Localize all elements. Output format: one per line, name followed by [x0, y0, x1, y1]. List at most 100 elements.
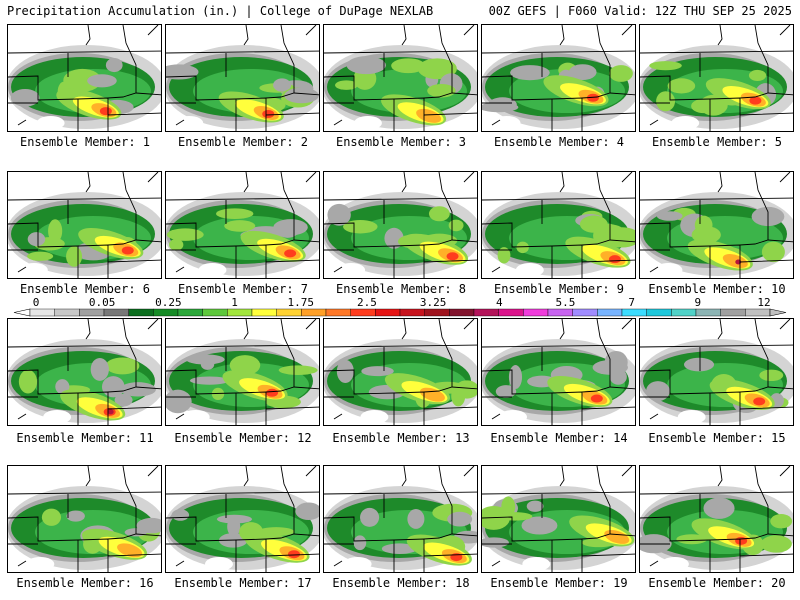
legend-color-bin: [695, 308, 721, 317]
ensemble-member-label: Ensemble Member: 12: [174, 431, 312, 445]
legend-color-bin: [128, 308, 154, 317]
legend-color-bin: [473, 308, 499, 317]
legend-tick-label: 4: [496, 296, 503, 309]
legend-color-bin: [276, 308, 302, 317]
legend-color-bin: [202, 308, 228, 317]
precip-map: [482, 466, 635, 572]
ensemble-member-label: Ensemble Member: 7: [177, 282, 309, 296]
legend-color-bin: [79, 308, 105, 317]
legend-tick-label: 0.05: [89, 296, 116, 309]
ensemble-member-label: Ensemble Member: 19: [490, 576, 628, 590]
precip-map: [640, 319, 793, 425]
precip-map: [482, 319, 635, 425]
precip-map: [324, 25, 477, 131]
ensemble-member-label: Ensemble Member: 1: [19, 135, 151, 149]
member-map-panel: [323, 465, 478, 573]
legend-color-bin: [720, 308, 746, 317]
legend-tick-label: 2.5: [357, 296, 377, 309]
legend-color-bin: [745, 308, 771, 317]
legend-color-bin: [424, 308, 450, 317]
legend-color-bin: [449, 308, 475, 317]
member-map-panel: [165, 318, 320, 426]
run-valid-time: 00Z GEFS | F060 Valid: 12Z THU SEP 25 20…: [488, 4, 792, 18]
legend-tick-label: 0.25: [155, 296, 182, 309]
precip-map: [482, 25, 635, 131]
member-map-panel: [7, 171, 162, 279]
ensemble-member-label: Ensemble Member: 2: [177, 135, 309, 149]
member-map-panel: [481, 465, 636, 573]
color-legend: 0 0.05 0.25 1 1.75 2.5 3.25 4 5.5 7 9 12: [13, 296, 787, 317]
member-map-panel: [481, 171, 636, 279]
precip-map: [482, 172, 635, 278]
ensemble-member-label: Ensemble Member: 17: [174, 576, 312, 590]
legend-tick-label: 3.25: [420, 296, 447, 309]
legend-left-arrow: [13, 308, 31, 317]
legend-color-bin: [177, 308, 203, 317]
ensemble-member-label: Ensemble Member: 3: [335, 135, 467, 149]
legend-color-bin: [103, 308, 129, 317]
legend-color-bin: [621, 308, 647, 317]
legend-color-bin: [498, 308, 524, 317]
member-map-panel: [165, 24, 320, 132]
legend-tick-label: 9: [695, 296, 702, 309]
precip-map: [8, 25, 161, 131]
precip-map: [324, 172, 477, 278]
precip-map: [324, 466, 477, 572]
precip-map: [8, 172, 161, 278]
ensemble-member-label: Ensemble Member: 13: [332, 431, 470, 445]
ensemble-member-label: Ensemble Member: 16: [16, 576, 154, 590]
legend-color-bin: [54, 308, 80, 317]
legend-tick-label: 0: [33, 296, 40, 309]
legend-tick-label: 12: [757, 296, 770, 309]
legend-tick-label: 5.5: [556, 296, 576, 309]
member-map-panel: [639, 171, 794, 279]
legend-right-arrow: [769, 308, 787, 317]
precip-map: [166, 172, 319, 278]
legend-color-bin: [153, 308, 179, 317]
legend-tick-label: 7: [628, 296, 635, 309]
legend-color-bin: [646, 308, 672, 317]
precip-map: [166, 319, 319, 425]
ensemble-member-label: Ensemble Member: 20: [648, 576, 786, 590]
ensemble-member-label: Ensemble Member: 15: [648, 431, 786, 445]
member-map-panel: [639, 318, 794, 426]
precip-map: [324, 319, 477, 425]
ensemble-member-label: Ensemble Member: 18: [332, 576, 470, 590]
member-map-panel: [165, 171, 320, 279]
member-map-panel: [481, 24, 636, 132]
member-map-panel: [7, 24, 162, 132]
ensemble-member-label: Ensemble Member: 14: [490, 431, 628, 445]
legend-color-bin: [325, 308, 351, 317]
ensemble-member-label: Ensemble Member: 9: [493, 282, 625, 296]
legend-tick-label: 1.75: [287, 296, 314, 309]
legend-color-bin: [523, 308, 549, 317]
member-map-panel: [7, 318, 162, 426]
legend-color-bin: [301, 308, 327, 317]
legend-color-bin: [572, 308, 598, 317]
member-map-panel: [7, 465, 162, 573]
member-map-panel: [323, 171, 478, 279]
ensemble-member-label: Ensemble Member: 10: [648, 282, 786, 296]
ensemble-member-label: Ensemble Member: 6: [19, 282, 151, 296]
member-map-panel: [323, 318, 478, 426]
precip-map: [166, 25, 319, 131]
legend-color-bin: [399, 308, 425, 317]
precip-map: [640, 172, 793, 278]
legend-color-bin: [597, 308, 623, 317]
precip-map: [640, 466, 793, 572]
ensemble-member-label: Ensemble Member: 5: [651, 135, 783, 149]
legend-tick-label: 1: [231, 296, 238, 309]
ensemble-member-label: Ensemble Member: 4: [493, 135, 625, 149]
legend-color-bin: [350, 308, 376, 317]
precip-map: [640, 25, 793, 131]
legend-color-bin: [375, 308, 401, 317]
member-map-panel: [323, 24, 478, 132]
precip-map: [8, 319, 161, 425]
precip-map: [8, 466, 161, 572]
legend-color-bin: [547, 308, 573, 317]
precip-map: [166, 466, 319, 572]
member-map-panel: [639, 24, 794, 132]
ensemble-member-label: Ensemble Member: 11: [16, 431, 154, 445]
legend-color-bin: [227, 308, 253, 317]
legend-color-bin: [29, 308, 55, 317]
